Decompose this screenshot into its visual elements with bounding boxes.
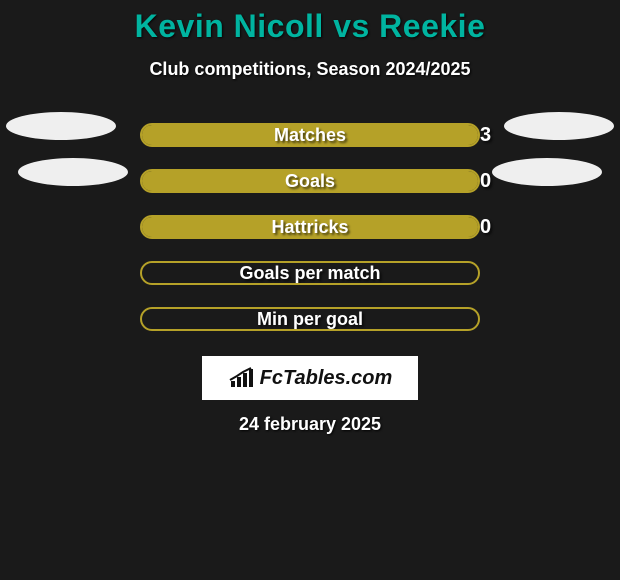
stat-bar: Hattricks [140,215,480,239]
stat-row: Min per goal [0,296,620,342]
stat-label: Hattricks [142,217,478,237]
stat-row: Goals per match [0,250,620,296]
stat-value-right: 0 [480,216,520,239]
stat-row: Hattricks0 [0,204,620,250]
stat-value-right: 3 [480,124,520,147]
avatar-placeholder-right [504,112,614,140]
page-title: Kevin Nicoll vs Reekie [0,8,620,45]
stat-value-right: 0 [480,170,520,193]
date-line: 24 february 2025 [0,414,620,435]
stat-bar: Matches [140,123,480,147]
avatar-placeholder-left [6,112,116,140]
stat-bar: Goals [140,169,480,193]
chart-icon [228,367,256,389]
stat-row: Matches3 [0,112,620,158]
subtitle: Club competitions, Season 2024/2025 [0,59,620,80]
stat-bar: Min per goal [140,307,480,331]
avatar-placeholder-left [18,158,128,186]
stat-label: Matches [142,125,478,145]
stat-label: Goals per match [142,263,478,283]
stat-label: Min per goal [142,309,478,329]
source-logo: FcTables.com [202,356,418,400]
stat-bar: Goals per match [140,261,480,285]
stat-row: Goals0 [0,158,620,204]
stats-list: Matches3Goals0Hattricks0Goals per matchM… [0,112,620,342]
comparison-card: Kevin Nicoll vs Reekie Club competitions… [0,0,620,435]
logo-text: FcTables.com [260,367,393,390]
stat-label: Goals [142,171,478,191]
